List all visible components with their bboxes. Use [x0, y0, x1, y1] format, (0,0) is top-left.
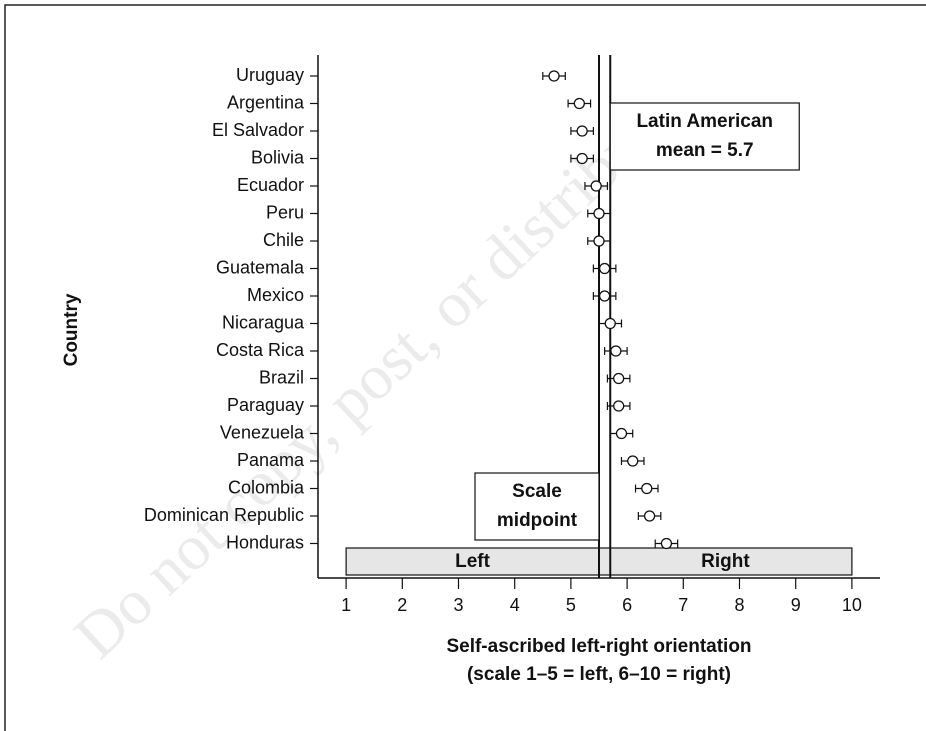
x-tick-label: 6: [622, 595, 632, 615]
y-tick-label: Colombia: [228, 477, 305, 497]
reference-label: Scale: [512, 481, 562, 502]
y-axis-label: Country: [61, 293, 82, 366]
x-tick-label: 8: [734, 595, 744, 615]
x-tick-label: 7: [678, 595, 688, 615]
x-tick-label: 10: [842, 595, 862, 615]
point: [604, 317, 616, 330]
point: [576, 152, 588, 165]
band-label: Right: [701, 551, 750, 572]
point: [548, 70, 560, 82]
frame: [4, 4, 926, 731]
y-tick-label: Ecuador: [237, 175, 304, 195]
x-axis-label: Self-ascribed left-right orientation: [446, 636, 751, 657]
x-tick-label: 1: [341, 595, 351, 615]
x-tick-label: 4: [510, 595, 520, 615]
reference-label: midpoint: [497, 510, 578, 531]
y-tick-label: Panama: [237, 450, 305, 470]
point: [593, 207, 605, 220]
band-label: Left: [455, 551, 491, 572]
x-tick-label: 9: [791, 595, 801, 615]
y-tick-label: Argentina: [227, 92, 305, 112]
y-tick-label: Guatemala: [216, 257, 305, 277]
y-tick-label: Honduras: [226, 532, 304, 552]
y-tick-label: Mexico: [247, 285, 304, 305]
x-tick-label: 3: [453, 595, 463, 615]
point: [598, 290, 611, 302]
point: [643, 510, 656, 522]
y-tick-label: Bolivia: [251, 147, 305, 167]
reference-box: [609, 102, 800, 171]
point: [613, 372, 625, 385]
y-tick-label: Venezuela: [220, 422, 305, 442]
y-tick-label: Paraguay: [227, 395, 304, 415]
point: [573, 97, 585, 110]
y-tick-label: El Salvador: [212, 120, 304, 140]
y-tick-label: Nicaragua: [222, 312, 305, 332]
y-tick-label: Chile: [263, 230, 304, 250]
reference-label: mean = 5.7: [656, 140, 754, 161]
point: [660, 537, 673, 550]
reference-box: [474, 472, 600, 541]
point: [627, 455, 639, 467]
point: [593, 235, 605, 247]
y-tick-label: Peru: [266, 202, 304, 222]
point: [598, 262, 611, 275]
point: [641, 482, 653, 495]
point: [610, 345, 622, 357]
x-axis-label: (scale 1–5 = left, 6–10 = right): [467, 664, 731, 685]
y-tick-label: Dominican Republic: [144, 505, 304, 525]
y-tick-label: Brazil: [259, 367, 304, 387]
reference-label: Latin American: [636, 111, 773, 132]
point: [590, 180, 602, 192]
point: [576, 125, 588, 137]
point: [615, 427, 628, 440]
watermark: Do not copy, post, or distribute: [61, 78, 690, 671]
x-tick-label: 5: [566, 595, 576, 615]
y-tick-label: Uruguay: [236, 65, 304, 85]
x-tick-label: 2: [397, 595, 407, 615]
y-tick-label: Costa Rica: [216, 340, 305, 360]
point: [613, 400, 625, 412]
